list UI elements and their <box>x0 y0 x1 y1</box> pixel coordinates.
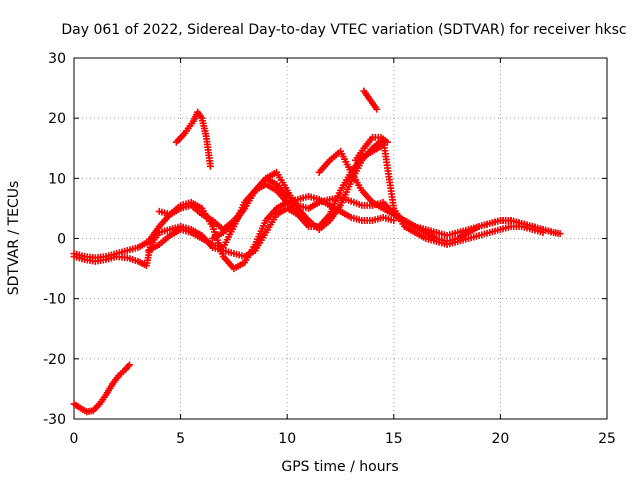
y-tick-label: 20 <box>48 111 66 127</box>
y-axis-label: SDTVAR / TECUs <box>6 181 22 296</box>
x-tick-label: 5 <box>176 431 185 447</box>
axes: 0 5 10 15 20 25 -30 -20 -10 0 10 20 30 <box>43 51 616 447</box>
data-point <box>206 162 214 170</box>
series-track-6 <box>209 135 547 249</box>
data-point <box>383 138 391 146</box>
x-tick-label: 15 <box>385 431 403 447</box>
x-tick-label: 0 <box>70 431 79 447</box>
data-point <box>125 361 133 369</box>
data-point <box>550 228 558 236</box>
y-tick-label: 10 <box>48 171 66 187</box>
series-track-7 <box>315 147 558 246</box>
x-tick-label: 20 <box>491 431 509 447</box>
series-track-9 <box>360 87 381 113</box>
series-track-8 <box>172 108 214 170</box>
data-points <box>70 87 564 416</box>
data-point <box>390 216 398 224</box>
chart-title: Day 061 of 2022, Sidereal Day-to-day VTE… <box>61 22 626 38</box>
y-tick-label: 30 <box>48 51 66 67</box>
y-tick-label: -10 <box>43 292 66 308</box>
x-axis-label: GPS time / hours <box>281 459 398 475</box>
y-tick-label: -30 <box>43 412 66 428</box>
data-point <box>373 105 381 113</box>
y-tick-label: -20 <box>43 352 66 368</box>
series-track-1 <box>70 361 133 416</box>
y-tick-label: 0 <box>57 232 66 248</box>
x-tick-label: 25 <box>598 431 616 447</box>
series-track-10 <box>351 133 391 164</box>
data-point <box>556 230 564 238</box>
x-tick-label: 10 <box>278 431 296 447</box>
